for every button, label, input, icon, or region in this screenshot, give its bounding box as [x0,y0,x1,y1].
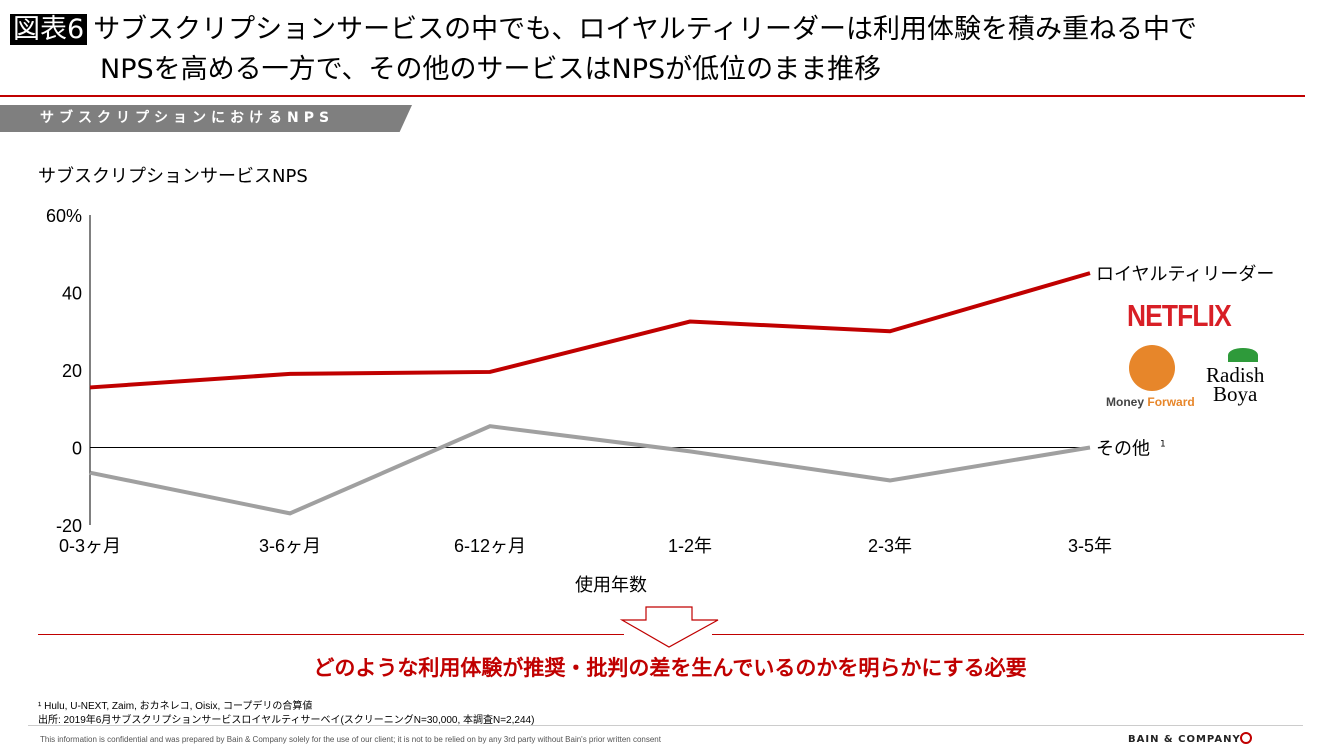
boya-text: Boya [1213,382,1258,406]
footer-divider [28,725,1303,726]
netflix-logo: NETFLIX [1127,298,1232,333]
money-forward-text-1: Money [1106,395,1145,409]
series-label: その他 [1096,439,1150,460]
money-forward-icon [1129,345,1175,391]
chart-title: サブスクリプションサービスNPS [38,166,308,187]
divider-right [712,634,1304,635]
x-tick-label: 2-3年 [868,536,912,556]
x-axis-title: 使用年数 [575,575,647,596]
radish-text: Radish [1206,363,1265,387]
y-tick-label: -20 [56,516,82,536]
y-tick-label: 60% [46,206,82,226]
x-tick-label: 3-6ヶ月 [259,536,321,556]
bain-logo-icon [1240,732,1252,744]
series-label: ロイヤルティリーダー [1096,264,1274,285]
x-tick-label: 1-2年 [668,536,712,556]
x-tick-label: 3-5年 [1068,536,1112,556]
money-forward-text-2: Forward [1147,395,1195,409]
figure-badge: 図表6 [10,14,88,45]
divider-left [38,634,624,635]
line-chart: 60% 40 20 0 -200-3ヶ月 3-6ヶ月 6-12ヶ月 1-2年 2-3年 3-5年 ロ… [46,206,1274,556]
x-tick-label: 6-12ヶ月 [454,536,526,556]
money-forward-logo: Money Forward [1106,395,1195,409]
y-tick-label: 0 [72,439,82,459]
slide-title: 図表6 サブスクリプションサービスの中でも、ロイヤルティリーダーは利用体験を積み重… [10,10,1197,90]
x-tick-label: 0-3ヶ月 [59,536,121,556]
series-line-0 [89,271,1091,390]
confidentiality-notice: This information is confidential and was… [40,735,661,744]
title-line-1: サブスクリプションサービスの中でも、ロイヤルティリーダーは利用体験を積み重ねる中… [93,14,1197,45]
footnote-1: ¹ Hulu, U-NEXT, Zaim, おカネレコ, Oisix, コープデ… [38,701,313,712]
y-tick-label: 20 [62,361,82,381]
footnote-mark: 1 [1160,440,1166,450]
source-note: 出所: 2019年6月サブスクリプションサービスロイヤルティサーベイ(スクリーニ… [38,715,535,726]
title-divider [0,95,1305,97]
radish-boya-logo: Radish Boya [1206,363,1265,406]
conclusion-text: どのような利用体験が推奨・批判の差を生んでいるのかを明らかにする必要 [313,656,1027,680]
series-line-1 [89,424,1091,516]
title-line-2: NPSを高める一方で、その他のサービスはNPSが低位のまま推移 [100,54,882,85]
brand-logo: BAIN & COMPANY [1128,734,1241,745]
y-tick-label: 40 [62,284,82,304]
section-label: サブスクリプションにおけるNPS [0,105,412,132]
radish-leaf-icon [1228,348,1258,362]
